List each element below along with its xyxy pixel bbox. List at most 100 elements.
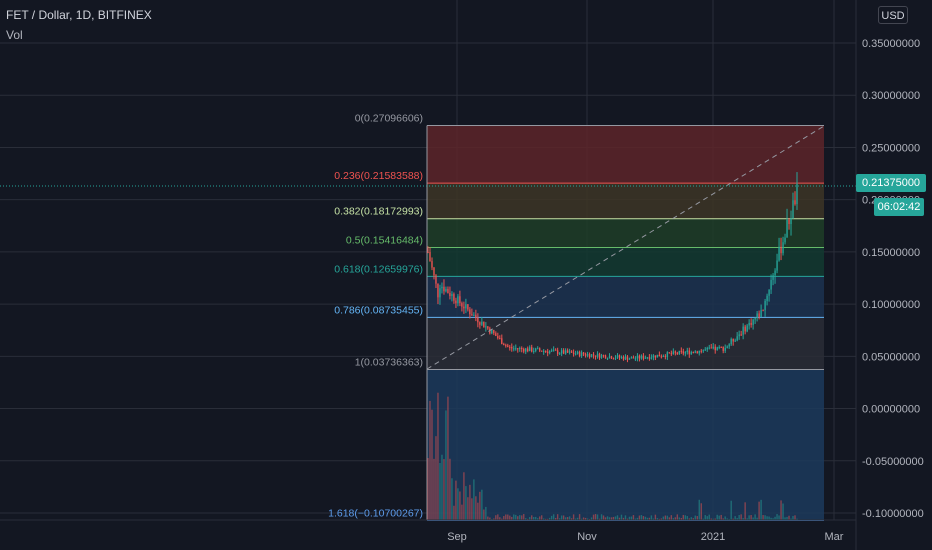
fib-zone	[427, 183, 824, 219]
volume-bar	[662, 516, 665, 520]
volume-bar	[455, 480, 457, 520]
candle-body	[770, 279, 772, 290]
candle-body	[784, 237, 786, 243]
candle-body	[616, 355, 619, 358]
symbol-title[interactable]: FET / Dollar, 1D, BITFINEX	[6, 8, 152, 22]
volume-bar	[644, 516, 647, 520]
volume-bar	[443, 459, 445, 520]
candle-body	[554, 349, 557, 351]
candle-body	[624, 356, 627, 360]
candle-body	[656, 354, 659, 358]
fib-level-label: 0.236(0.21583588)	[334, 170, 423, 182]
candle-body	[548, 351, 551, 354]
candle-body	[640, 355, 643, 359]
volume-bar	[487, 516, 489, 520]
price-axis[interactable]: 0.35000000 0.30000000 0.25000000 0.15000000…	[862, 38, 924, 520]
candle-body	[752, 319, 754, 325]
volume-bar	[604, 517, 607, 520]
volume-bar	[600, 514, 603, 520]
volume-bar	[670, 515, 673, 520]
volume-bar	[760, 499, 762, 520]
candle-body	[590, 354, 593, 358]
volume-bar	[499, 517, 501, 520]
candle-body	[680, 350, 683, 352]
volume-bar	[427, 458, 429, 520]
fib-level-label: 0.5(0.15416484)	[346, 235, 423, 247]
volume-bar	[648, 517, 651, 520]
time-axis[interactable]: Sep Nov 2021 Mar	[447, 531, 844, 543]
candle-body	[564, 350, 567, 354]
candle-body	[668, 352, 671, 354]
candle-body	[706, 347, 708, 350]
volume-bar	[562, 515, 565, 520]
candle-body	[778, 246, 780, 261]
volume-bar	[618, 517, 621, 520]
fibonacci-retracement[interactable]: 0(0.27096606) 0.236(0.21583588) 0.382(0.18…	[328, 113, 824, 521]
volume-bar	[756, 517, 758, 520]
volume-bar	[596, 514, 599, 520]
volume-bar	[748, 515, 750, 520]
volume-bar	[716, 514, 718, 520]
candle-body	[696, 351, 698, 354]
volume-bar	[630, 516, 633, 520]
candle-body	[622, 356, 625, 360]
volume-bar	[652, 518, 655, 520]
volume-bar	[572, 514, 575, 520]
candle-body	[786, 219, 788, 238]
candle-body	[794, 200, 796, 205]
volume-bar	[495, 515, 497, 520]
volume-bar	[560, 515, 563, 520]
candle-body	[578, 351, 581, 357]
volume-bar	[578, 514, 581, 520]
volume-bar	[471, 498, 473, 520]
currency-button[interactable]: USD	[878, 6, 908, 24]
candle-body	[772, 275, 774, 280]
volume-bar	[582, 517, 585, 520]
candle-body	[574, 353, 577, 355]
volume-bar	[642, 516, 645, 520]
candle-body	[646, 357, 649, 359]
candle-body	[471, 314, 473, 316]
fib-trend-line[interactable]	[426, 125, 825, 370]
candle-body	[537, 348, 539, 350]
volume-bar	[640, 515, 643, 520]
volume-bar	[712, 518, 714, 520]
candle-body	[744, 326, 746, 332]
volume-bar	[580, 518, 583, 520]
candle-body	[491, 330, 493, 334]
volume-bar	[776, 514, 778, 520]
price-axis-label: 0.30000000	[862, 90, 920, 102]
candle-body	[586, 354, 589, 356]
candle-body	[634, 358, 637, 360]
volume-bar	[774, 516, 776, 520]
volume-bar	[463, 472, 465, 520]
candle-body	[511, 347, 513, 349]
volume-bar	[666, 515, 669, 520]
volume-indicator-label[interactable]: Vol	[6, 28, 23, 42]
candle-body	[469, 309, 471, 315]
volume-bar	[485, 506, 487, 520]
candle-body	[734, 340, 736, 342]
candle-body	[722, 347, 724, 351]
candle-body	[636, 355, 639, 359]
candle-body	[740, 334, 742, 336]
candle-body	[461, 303, 463, 307]
candle-body	[525, 348, 527, 352]
candle-body	[790, 218, 792, 225]
candle-body	[483, 321, 485, 328]
volume-bar	[475, 496, 477, 520]
candle-body	[760, 310, 762, 317]
volume-bar	[732, 518, 734, 520]
candle-body	[546, 351, 549, 354]
candle-body	[556, 350, 559, 354]
candle-body	[499, 338, 501, 340]
volume-bar	[473, 479, 475, 520]
candle-body	[678, 350, 681, 354]
candle-body	[630, 357, 633, 359]
candle-body	[576, 351, 579, 354]
candle-body	[664, 356, 667, 358]
volume-bar	[550, 515, 553, 520]
fib-zone	[427, 369, 824, 521]
candle-body	[700, 350, 702, 352]
